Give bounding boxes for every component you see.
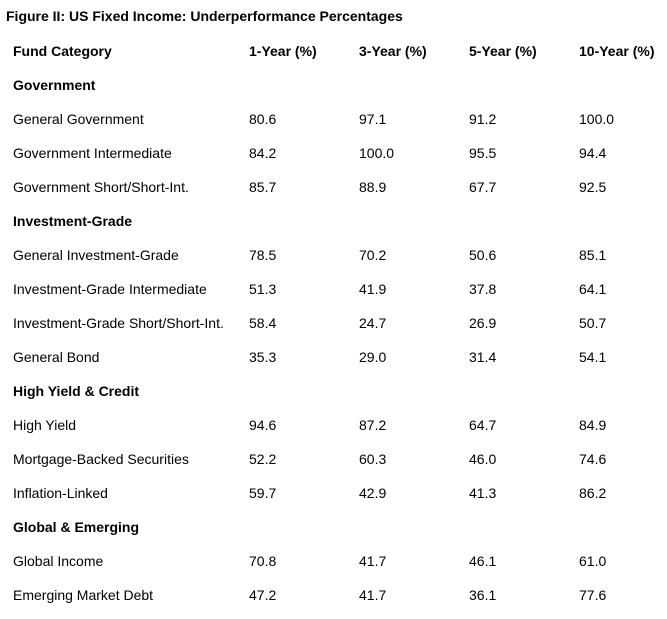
3-year-value-cell: 29.0 bbox=[359, 349, 387, 365]
column-header-10-year: 10-Year (%) bbox=[579, 43, 655, 59]
5-year-value-cell: 46.1 bbox=[469, 553, 497, 569]
column-header-fund-category: Fund Category bbox=[13, 43, 112, 59]
fund-category-cell: Investment-Grade Short/Short-Int. bbox=[13, 315, 224, 331]
5-year-value-cell: 64.7 bbox=[469, 417, 497, 433]
1-year-value-cell: 51.3 bbox=[249, 281, 277, 297]
3-year-value-cell: 87.2 bbox=[359, 417, 387, 433]
3-year-value-cell: 41.7 bbox=[359, 587, 387, 603]
table-row: Investment-Grade Short/Short-Int. 58.4 24.… bbox=[6, 306, 666, 340]
1-year-value-cell: 35.3 bbox=[249, 349, 277, 365]
1-year-value-cell: 78.5 bbox=[249, 247, 277, 263]
fund-category-cell: Mortgage-Backed Securities bbox=[13, 451, 189, 467]
fund-category-cell: General Investment-Grade bbox=[13, 247, 179, 263]
1-year-value-cell: 52.2 bbox=[249, 451, 277, 467]
1-year-value-cell: 70.8 bbox=[249, 553, 277, 569]
group-header-row: Global & Emerging bbox=[6, 510, 666, 544]
3-year-value-cell: 42.9 bbox=[359, 485, 387, 501]
group-header-row: Government bbox=[6, 68, 666, 102]
5-year-value-cell: 46.0 bbox=[469, 451, 497, 467]
5-year-value-cell: 26.9 bbox=[469, 315, 497, 331]
fund-category-cell: General Bond bbox=[13, 349, 100, 365]
fund-category-cell: Government Short/Short-Int. bbox=[13, 179, 189, 195]
1-year-value-cell: 80.6 bbox=[249, 111, 277, 127]
3-year-value-cell: 100.0 bbox=[359, 145, 395, 161]
table-row: Government Short/Short-Int. 85.7 88.9 67.7 9… bbox=[6, 170, 666, 204]
group-label: Government bbox=[13, 77, 96, 93]
fund-category-cell: Inflation-Linked bbox=[13, 485, 108, 501]
group-label: Investment-Grade bbox=[13, 213, 133, 229]
3-year-value-cell: 88.9 bbox=[359, 179, 387, 195]
table-row: Emerging Market Debt 47.2 41.7 36.1 77.6 bbox=[6, 578, 666, 612]
10-year-value-cell: 86.2 bbox=[579, 485, 607, 501]
5-year-value-cell: 36.1 bbox=[469, 587, 497, 603]
table-row: Government Intermediate 84.2 100.0 95.5 94.4 bbox=[6, 136, 666, 170]
5-year-value-cell: 37.8 bbox=[469, 281, 497, 297]
10-year-value-cell: 84.9 bbox=[579, 417, 607, 433]
table-row: Global Income 70.8 41.7 46.1 61.0 bbox=[6, 544, 666, 578]
10-year-value-cell: 94.4 bbox=[579, 145, 607, 161]
table-row: Mortgage-Backed Securities 52.2 60.3 46.0 74… bbox=[6, 442, 666, 476]
fund-category-cell: Global Income bbox=[13, 553, 104, 569]
table-row: Inflation-Linked 59.7 42.9 41.3 86.2 bbox=[6, 476, 666, 510]
table-row: General Government 80.6 97.1 91.2 100.0 bbox=[6, 102, 666, 136]
1-year-value-cell: 84.2 bbox=[249, 145, 277, 161]
fund-category-cell: Investment-Grade Intermediate bbox=[13, 281, 207, 297]
3-year-value-cell: 41.7 bbox=[359, 553, 387, 569]
column-header-5-year: 5-Year (%) bbox=[469, 43, 537, 59]
1-year-value-cell: 59.7 bbox=[249, 485, 277, 501]
group-label: High Yield & Credit bbox=[13, 383, 140, 399]
column-header-3-year: 3-Year (%) bbox=[359, 43, 427, 59]
fund-category-cell: General Government bbox=[13, 111, 144, 127]
table-row: High Yield 94.6 87.2 64.7 84.9 bbox=[6, 408, 666, 442]
1-year-value-cell: 47.2 bbox=[249, 587, 277, 603]
10-year-value-cell: 64.1 bbox=[579, 281, 607, 297]
group-header-row: Investment-Grade bbox=[6, 204, 666, 238]
10-year-value-cell: 54.1 bbox=[579, 349, 607, 365]
group-label: Global & Emerging bbox=[13, 519, 140, 535]
5-year-value-cell: 31.4 bbox=[469, 349, 497, 365]
table-row: General Bond 35.3 29.0 31.4 54.1 bbox=[6, 340, 666, 374]
1-year-value-cell: 85.7 bbox=[249, 179, 277, 195]
fund-category-cell: High Yield bbox=[13, 417, 77, 433]
figure-title: Figure II: US Fixed Income: Underperform… bbox=[6, 8, 403, 24]
10-year-value-cell: 85.1 bbox=[579, 247, 607, 263]
table-body: Government General Government 80.6 97.1 91.2… bbox=[6, 68, 666, 612]
10-year-value-cell: 92.5 bbox=[579, 179, 607, 195]
5-year-value-cell: 67.7 bbox=[469, 179, 497, 195]
3-year-value-cell: 70.2 bbox=[359, 247, 387, 263]
fund-category-cell: Government Intermediate bbox=[13, 145, 172, 161]
3-year-value-cell: 24.7 bbox=[359, 315, 387, 331]
1-year-value-cell: 94.6 bbox=[249, 417, 277, 433]
10-year-value-cell: 50.7 bbox=[579, 315, 607, 331]
10-year-value-cell: 100.0 bbox=[579, 111, 615, 127]
10-year-value-cell: 61.0 bbox=[579, 553, 607, 569]
3-year-value-cell: 97.1 bbox=[359, 111, 387, 127]
group-header-row: High Yield & Credit bbox=[6, 374, 666, 408]
fund-category-cell: Emerging Market Debt bbox=[13, 587, 154, 603]
table-row: General Investment-Grade 78.5 70.2 50.6 85.1 bbox=[6, 238, 666, 272]
1-year-value-cell: 58.4 bbox=[249, 315, 277, 331]
5-year-value-cell: 91.2 bbox=[469, 111, 497, 127]
5-year-value-cell: 95.5 bbox=[469, 145, 497, 161]
5-year-value-cell: 50.6 bbox=[469, 247, 497, 263]
3-year-value-cell: 60.3 bbox=[359, 451, 387, 467]
5-year-value-cell: 41.3 bbox=[469, 485, 497, 501]
table-row: Investment-Grade Intermediate 51.3 41.9 37.… bbox=[6, 272, 666, 306]
10-year-value-cell: 74.6 bbox=[579, 451, 607, 467]
underperformance-table: Fund Category 1-Year (%) 3-Year (%) 5-Ye… bbox=[6, 34, 666, 612]
10-year-value-cell: 77.6 bbox=[579, 587, 607, 603]
column-header-1-year: 1-Year (%) bbox=[249, 43, 317, 59]
3-year-value-cell: 41.9 bbox=[359, 281, 387, 297]
header-row: Fund Category 1-Year (%) 3-Year (%) 5-Ye… bbox=[6, 34, 666, 68]
